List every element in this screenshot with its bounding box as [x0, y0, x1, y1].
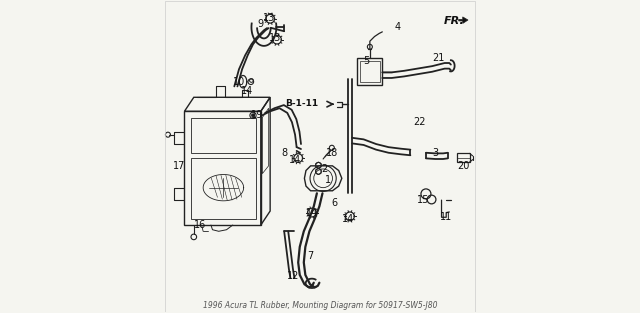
Text: 18: 18 [326, 148, 339, 158]
Text: 13: 13 [264, 13, 276, 23]
Text: 1996 Acura TL Rubber, Mounting Diagram for 50917-SW5-J80: 1996 Acura TL Rubber, Mounting Diagram f… [203, 301, 437, 310]
Text: 1: 1 [324, 175, 331, 185]
Text: 17: 17 [173, 161, 186, 171]
Text: 2: 2 [321, 164, 328, 174]
Text: 8: 8 [281, 148, 287, 158]
Text: 20: 20 [457, 161, 470, 171]
Text: 16: 16 [194, 220, 206, 230]
Text: 19: 19 [251, 110, 263, 121]
Text: 9: 9 [258, 19, 264, 29]
Text: FR.: FR. [444, 16, 465, 26]
Text: 12: 12 [287, 271, 300, 281]
Text: 14: 14 [342, 214, 354, 224]
Polygon shape [459, 17, 468, 23]
Text: 15: 15 [417, 195, 429, 205]
Text: 3: 3 [432, 148, 438, 158]
Text: 22: 22 [413, 117, 426, 127]
Text: 6: 6 [331, 198, 337, 208]
Text: 14: 14 [289, 155, 301, 165]
Text: 4: 4 [395, 22, 401, 32]
Text: B-1-11: B-1-11 [285, 99, 318, 108]
Text: 14: 14 [241, 86, 253, 96]
Text: 13: 13 [269, 33, 282, 43]
Text: 21: 21 [432, 53, 445, 63]
Text: 11: 11 [440, 212, 452, 222]
Text: 7: 7 [308, 251, 314, 261]
Text: 14: 14 [306, 208, 318, 218]
Text: 5: 5 [364, 56, 370, 66]
Circle shape [252, 114, 255, 117]
Text: 10: 10 [233, 77, 245, 87]
